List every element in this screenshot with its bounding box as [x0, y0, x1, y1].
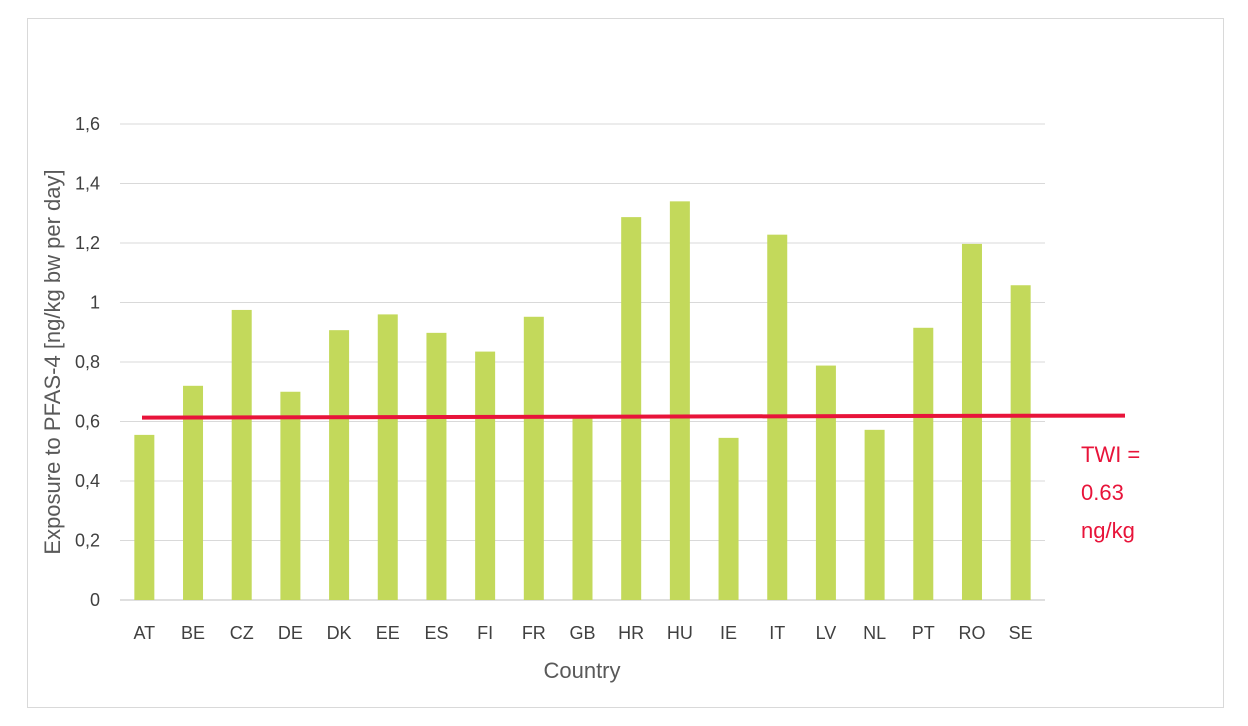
twi-reference-line [141, 413, 1126, 420]
y-tick-label: 0,8 [75, 352, 100, 372]
x-tick-label: IT [769, 623, 785, 643]
bar-nl [864, 429, 885, 600]
y-tick-labels: 0 0,2 0,4 0,6 0,8 1 1,2 1,4 1,6 [75, 114, 100, 610]
bar-hr [621, 217, 642, 600]
x-tick-label: HU [667, 623, 693, 643]
bar-se [1010, 285, 1031, 600]
x-tick-label: DE [278, 623, 303, 643]
twi-label-line: ng/kg [1081, 518, 1135, 543]
x-tick-label: SE [1009, 623, 1033, 643]
y-tick-label: 1,2 [75, 233, 100, 253]
y-tick-label: 1 [90, 293, 100, 313]
x-tick-label: NL [863, 623, 886, 643]
x-tick-label: ES [424, 623, 448, 643]
twi-label-line: 0.63 [1081, 480, 1124, 505]
x-tick-label: BE [181, 623, 205, 643]
bar-at [134, 434, 155, 600]
bar-ro [961, 243, 982, 600]
bar-hu [669, 201, 690, 600]
y-tick-label: 0 [90, 590, 100, 610]
bar-ie [718, 437, 739, 600]
x-tick-label: EE [376, 623, 400, 643]
x-tick-label: HR [618, 623, 644, 643]
x-tick-label: RO [958, 623, 985, 643]
bars [134, 201, 1031, 601]
bar-pt [913, 327, 934, 600]
y-tick-label: 1,4 [75, 174, 100, 194]
y-tick-label: 0,4 [75, 471, 100, 491]
twi-line [141, 413, 1126, 420]
y-axis-title: Exposure to PFAS-4 [ng/kg bw per day] [40, 169, 65, 554]
bar-de [280, 391, 301, 600]
bar-gb [572, 417, 593, 600]
x-tick-label: FR [522, 623, 546, 643]
twi-label: TWI = 0.63 ng/kg [1081, 442, 1140, 543]
x-tick-labels: AT BE CZ DE DK EE ES FI FR GB HR HU IE IT LV NL PT RO SE [134, 623, 1033, 643]
gridlines [120, 123, 1045, 601]
y-tick-label: 0,2 [75, 531, 100, 551]
x-tick-label: AT [134, 623, 156, 643]
x-tick-label: CZ [230, 623, 254, 643]
bar-es [426, 332, 447, 600]
x-tick-label: LV [816, 623, 837, 643]
x-tick-label: PT [912, 623, 935, 643]
bar-fi [475, 351, 496, 600]
bar-ee [377, 314, 398, 600]
x-tick-label: FI [477, 623, 493, 643]
bar-cz [231, 309, 252, 600]
bar-fr [523, 316, 544, 600]
bar-lv [815, 365, 836, 600]
bar-dk [329, 330, 350, 600]
x-tick-label: GB [569, 623, 595, 643]
x-axis-title: Country [543, 658, 620, 683]
bar-be [183, 385, 204, 600]
y-tick-label: 0,6 [75, 412, 100, 432]
x-tick-label: IE [720, 623, 737, 643]
y-tick-label: 1,6 [75, 114, 100, 134]
x-tick-label: DK [327, 623, 352, 643]
twi-label-line: TWI = [1081, 442, 1140, 467]
